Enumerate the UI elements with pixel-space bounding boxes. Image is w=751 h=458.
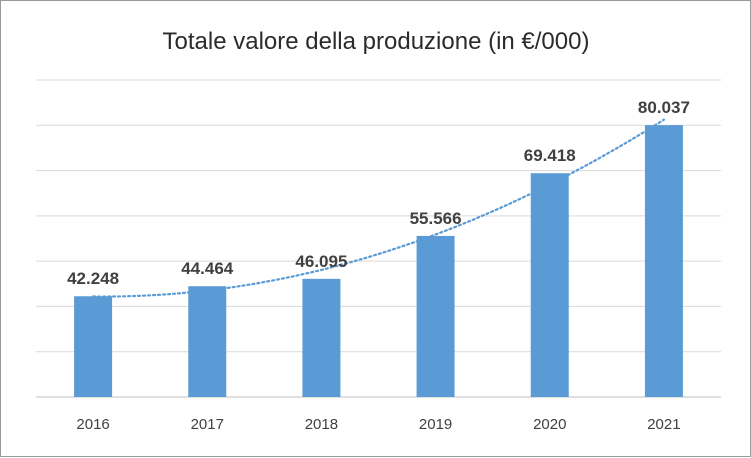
bar-2016 <box>74 296 113 397</box>
data-label-2019: 55.566 <box>410 209 462 228</box>
bar-2019 <box>416 235 455 397</box>
bar-2021 <box>644 125 683 397</box>
x-axis-ticks: 2016 2017 2018 2019 2020 2021 <box>76 416 680 433</box>
chart-title: Totale valore della produzione (in €/000… <box>163 28 590 55</box>
data-label-2016: 42.248 <box>67 269 119 288</box>
data-label-2018: 46.095 <box>295 252 347 271</box>
x-tick-2016: 2016 <box>76 416 109 433</box>
bars <box>74 125 683 397</box>
bar-2020 <box>530 173 569 397</box>
x-tick-2017: 2017 <box>191 416 224 433</box>
grid-lines <box>36 79 721 398</box>
x-tick-2018: 2018 <box>305 416 338 433</box>
trendline-layer <box>92 118 665 298</box>
bar-2018 <box>302 278 341 397</box>
data-label-2020: 69.418 <box>524 146 576 165</box>
trendline <box>92 118 665 298</box>
data-label-2021: 80.037 <box>638 98 690 117</box>
x-tick-2020: 2020 <box>533 416 566 433</box>
data-label-2017: 44.464 <box>181 259 234 278</box>
x-tick-2019: 2019 <box>419 416 452 433</box>
x-tick-2021: 2021 <box>647 416 680 433</box>
bar-2017 <box>188 286 227 397</box>
data-labels: 42.248 44.464 46.095 55.566 69.418 80.037 <box>67 98 690 288</box>
